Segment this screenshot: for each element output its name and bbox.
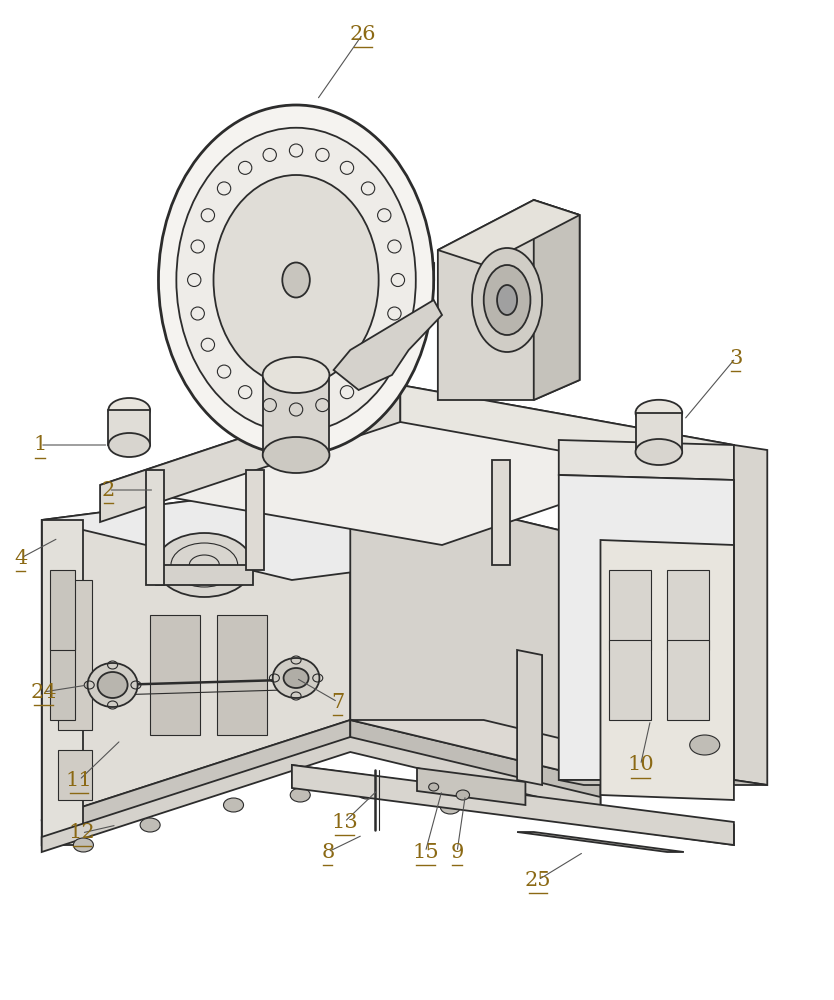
Ellipse shape [472, 248, 542, 352]
Text: 8: 8 [321, 842, 334, 861]
Bar [50, 640, 75, 720]
Bar [58, 580, 92, 730]
Bar [609, 570, 651, 650]
Bar [217, 615, 267, 735]
Ellipse shape [73, 838, 93, 852]
Bar [229, 397, 263, 425]
Bar [58, 750, 92, 800]
Text: 15: 15 [412, 842, 439, 861]
Text: 13: 13 [331, 812, 358, 832]
Polygon shape [292, 765, 734, 845]
Text: 12: 12 [68, 824, 95, 842]
Bar [108, 410, 150, 445]
Polygon shape [559, 440, 734, 480]
Bar [50, 570, 75, 650]
Bar [246, 470, 264, 570]
Polygon shape [156, 565, 253, 585]
Ellipse shape [263, 437, 329, 473]
Ellipse shape [636, 439, 682, 465]
Text: 25: 25 [525, 870, 551, 890]
Bar [667, 640, 709, 720]
Polygon shape [263, 375, 329, 455]
Polygon shape [42, 737, 600, 852]
Ellipse shape [290, 788, 310, 802]
Text: 26: 26 [349, 24, 376, 43]
Ellipse shape [214, 175, 379, 385]
Text: 11: 11 [66, 770, 93, 790]
Polygon shape [734, 445, 767, 785]
Polygon shape [350, 720, 600, 805]
Ellipse shape [456, 790, 470, 800]
Polygon shape [517, 650, 542, 785]
Polygon shape [600, 540, 734, 800]
Bar [636, 413, 682, 452]
Bar [150, 615, 200, 735]
Polygon shape [400, 385, 734, 482]
Polygon shape [292, 765, 734, 845]
Text: 9: 9 [450, 842, 464, 861]
Ellipse shape [108, 433, 150, 457]
Bar [146, 470, 164, 585]
Ellipse shape [284, 668, 309, 688]
Polygon shape [334, 300, 442, 390]
Ellipse shape [229, 387, 263, 407]
Bar [667, 570, 709, 650]
Polygon shape [417, 768, 525, 805]
Polygon shape [559, 475, 734, 780]
Polygon shape [42, 520, 83, 845]
Ellipse shape [273, 658, 319, 698]
Text: 2: 2 [102, 481, 115, 499]
Text: 3: 3 [729, 349, 742, 367]
Bar [492, 460, 510, 565]
Text: 1: 1 [33, 436, 47, 454]
Polygon shape [42, 480, 350, 820]
Ellipse shape [224, 798, 244, 812]
Ellipse shape [140, 818, 160, 832]
Ellipse shape [108, 398, 150, 422]
Ellipse shape [263, 357, 329, 393]
Ellipse shape [484, 265, 530, 335]
Text: 4: 4 [14, 548, 28, 568]
Polygon shape [438, 200, 580, 400]
Ellipse shape [636, 400, 682, 426]
Ellipse shape [357, 785, 377, 799]
Polygon shape [350, 720, 734, 780]
Text: 10: 10 [627, 756, 654, 774]
Ellipse shape [156, 533, 253, 597]
Polygon shape [517, 832, 684, 852]
Ellipse shape [429, 783, 439, 791]
Polygon shape [559, 780, 767, 785]
Polygon shape [100, 385, 400, 522]
Ellipse shape [98, 672, 128, 698]
Polygon shape [350, 480, 600, 780]
Text: 7: 7 [331, 692, 344, 712]
Bar [609, 640, 651, 720]
Ellipse shape [229, 415, 263, 435]
Polygon shape [100, 385, 734, 545]
Ellipse shape [88, 663, 138, 707]
Polygon shape [534, 200, 580, 400]
Ellipse shape [282, 262, 310, 298]
Polygon shape [438, 200, 580, 265]
Ellipse shape [497, 285, 517, 315]
Ellipse shape [690, 735, 720, 755]
Ellipse shape [176, 128, 416, 432]
Text: 24: 24 [30, 682, 57, 702]
Ellipse shape [440, 800, 460, 814]
Ellipse shape [158, 105, 434, 455]
Polygon shape [42, 720, 350, 845]
Polygon shape [42, 480, 600, 580]
